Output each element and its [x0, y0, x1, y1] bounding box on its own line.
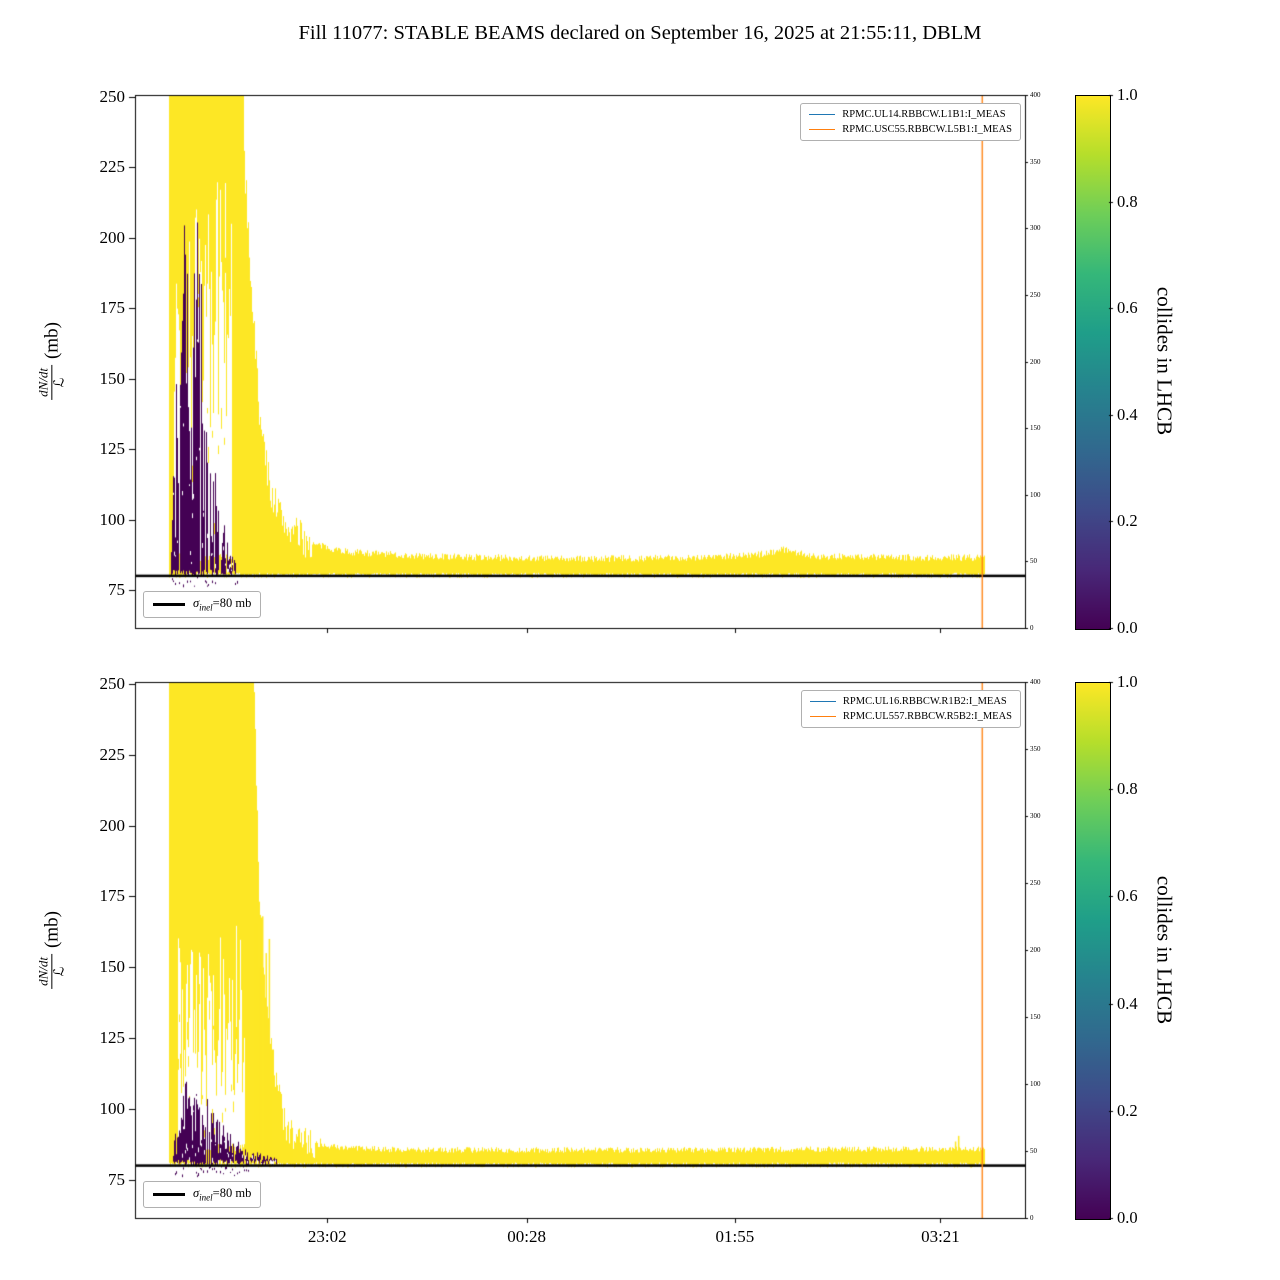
sigma-suffix: =80 mb [212, 1186, 252, 1200]
right-axis-tick-label: 50 [1030, 557, 1037, 566]
sigma-label: σinel=80 mb [193, 596, 251, 613]
y-axis-fraction: dN/dt ℒ [35, 365, 67, 400]
y-tick-label: 100 [99, 1098, 126, 1118]
colorbar-label-bottom: collides in LHCB [1152, 875, 1177, 1025]
y-tick-label: 125 [99, 439, 126, 459]
right-axis-tick-label: 0 [1030, 624, 1034, 632]
right-axis-tick-label: 250 [1030, 290, 1041, 299]
y-tick-label: 75 [108, 1169, 125, 1189]
series-line-sample-blue [809, 700, 836, 703]
y-tick-label: 200 [99, 227, 126, 247]
y-axis-denominator: ℒ [51, 966, 67, 977]
y-tick-label: 250 [99, 673, 126, 693]
right-axis-tick-label: 350 [1030, 157, 1041, 166]
y-axis-label-bottom: dN/dt ℒ (mb) [35, 911, 67, 989]
colorbar-tick-label: 0.4 [1117, 993, 1138, 1013]
right-axis-tick-label: 400 [1030, 678, 1041, 686]
legend-entry: RPMC.UL14.RBBCW.L1B1:I_MEAS [842, 109, 1006, 120]
series-line-sample-orange [809, 715, 836, 718]
legend-top: RPMC.UL14.RBBCW.L1B1:I_MEAS RPMC.USC55.R… [800, 103, 1021, 141]
colorbar-tick-label: 0.8 [1117, 191, 1138, 211]
figure-title: Fill 11077: STABLE BEAMS declared on Sep… [298, 22, 982, 44]
colorbar-tick-label: 0.0 [1117, 1208, 1138, 1227]
y-axis-unit: (mb) [40, 911, 62, 949]
y-axis-numerator: dN/dt [35, 365, 52, 400]
legend-bottom: RPMC.UL16.RBBCW.R1B2:I_MEAS RPMC.UL557.R… [800, 690, 1021, 728]
right-axis-tick-label: 50 [1030, 1147, 1037, 1155]
y-tick-label: 150 [99, 368, 126, 388]
colorbar-label-top: collides in LHCB [1152, 286, 1177, 436]
y-tick-label: 150 [99, 957, 126, 977]
colorbar-tick-label: 0.0 [1117, 618, 1138, 637]
y-tick-label: 75 [108, 579, 125, 599]
right-axis-tick-label: 350 [1030, 745, 1041, 753]
right-axis-tick-label: 300 [1030, 812, 1041, 820]
colorbar-tick-label: 0.8 [1117, 779, 1138, 799]
colorbar-tick-label: 1.0 [1117, 85, 1138, 104]
x-tick-label: 00:28 [507, 1227, 546, 1246]
colorbar-tick-label: 1.0 [1117, 672, 1138, 691]
right-axis-tick-label: 200 [1030, 357, 1041, 366]
x-tick-label: 03:21 [921, 1227, 960, 1246]
right-axis-tick-label: 200 [1030, 946, 1041, 954]
y-axis-label-top: dN/dt ℒ (mb) [35, 322, 67, 400]
y-tick-label: 125 [99, 1028, 126, 1048]
sigma-suffix: =80 mb [212, 596, 252, 610]
sigma-subscript: inel [199, 602, 213, 613]
series-line-sample-blue [809, 113, 836, 116]
legend-entry: RPMC.UL16.RBBCW.R1B2:I_MEAS [842, 696, 1007, 707]
y-tick-label: 175 [99, 298, 126, 318]
colorbar-tick-label: 0.4 [1117, 404, 1138, 424]
x-tick-label: 23:02 [307, 1227, 347, 1246]
y-tick-label: 175 [99, 886, 126, 906]
y-tick-label: 225 [99, 157, 126, 177]
y-axis-unit: (mb) [40, 322, 62, 360]
right-axis-tick-label: 100 [1030, 1080, 1041, 1088]
y-axis-fraction: dN/dt ℒ [35, 954, 67, 989]
right-axis-tick-label: 400 [1030, 91, 1041, 99]
y-tick-label: 100 [99, 509, 126, 529]
sigma-legend-top: σinel=80 mb [143, 591, 262, 618]
legend-entry: RPMC.UL557.RBBCW.R5B2:I_MEAS [842, 711, 1012, 722]
right-axis-tick-label: 150 [1030, 424, 1041, 433]
colorbar-tick-label: 0.6 [1117, 886, 1138, 906]
right-axis-tick-label: 150 [1030, 1013, 1041, 1021]
legend-row: RPMC.UL557.RBBCW.R5B2:I_MEAS [809, 711, 1012, 722]
y-axis-numerator: dN/dt [35, 954, 52, 989]
legend-row: RPMC.USC55.RBBCW.L5B1:I_MEAS [809, 124, 1012, 135]
right-axis-tick-label: 100 [1030, 490, 1041, 499]
y-axis-denominator: ℒ [51, 377, 67, 388]
right-axis-tick-label: 250 [1030, 879, 1041, 887]
y-tick-label: 225 [99, 744, 126, 764]
sigma-legend-bottom: σinel=80 mb [143, 1181, 262, 1208]
series-line-sample-orange [809, 128, 836, 131]
colorbar-tick-label: 0.6 [1117, 298, 1138, 318]
legend-row: RPMC.UL16.RBBCW.R1B2:I_MEAS [809, 696, 1012, 707]
legend-row: RPMC.UL14.RBBCW.L1B1:I_MEAS [809, 109, 1012, 120]
right-axis-tick-label: 0 [1030, 1214, 1034, 1222]
sigma-label: σinel=80 mb [193, 1186, 251, 1203]
legend-entry: RPMC.USC55.RBBCW.L5B1:I_MEAS [842, 124, 1012, 135]
sigma-line-sample [153, 1192, 185, 1196]
colorbar-tick-label: 0.2 [1117, 511, 1138, 531]
colorbar-tick-label: 0.2 [1117, 1100, 1138, 1120]
sigma-line-sample [153, 602, 185, 606]
sigma-subscript: inel [199, 1192, 213, 1203]
x-tick-label: 01:55 [715, 1227, 755, 1246]
y-tick-label: 250 [99, 86, 126, 106]
right-axis-tick-label: 300 [1030, 224, 1041, 233]
colorbar-top [1075, 95, 1111, 630]
colorbar-bottom [1075, 682, 1111, 1220]
y-tick-label: 200 [99, 815, 126, 835]
